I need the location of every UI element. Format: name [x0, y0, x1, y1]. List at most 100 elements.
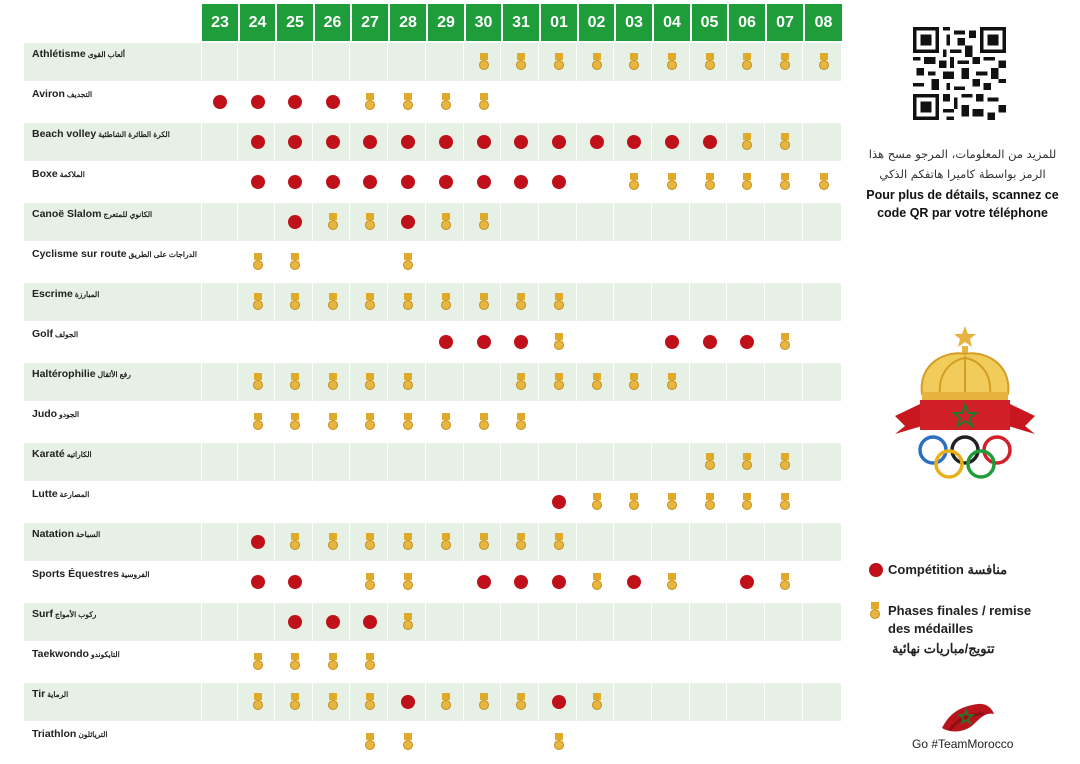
- competition-dot-icon: [702, 335, 717, 349]
- grid-cell: [654, 563, 690, 601]
- grid-cell: [315, 563, 350, 601]
- grid-cell: [466, 283, 501, 321]
- grid-cell: [767, 643, 803, 681]
- grid-cell: [654, 163, 690, 201]
- competition-dot-icon: [740, 575, 754, 589]
- medal-icon: [252, 373, 264, 393]
- grid-cell: [352, 403, 388, 441]
- grid-cell: [240, 323, 275, 361]
- medal-icon: [666, 573, 678, 593]
- sport-name-fr: Athlétisme: [32, 48, 86, 60]
- grid-cell: [541, 123, 577, 161]
- competition-dot-icon: [401, 215, 415, 229]
- grid-cell: [315, 683, 350, 721]
- grid-cell: [315, 483, 350, 521]
- grid-cell: [579, 603, 614, 641]
- sport-name-fr: Boxe: [32, 168, 58, 180]
- qr-fr-line: code QR par votre téléphone: [877, 206, 1048, 220]
- grid-cell: [466, 483, 501, 521]
- sport-name-fr: Taekwondo: [32, 648, 89, 660]
- medal-icon: [704, 173, 716, 193]
- grid-cell: [277, 203, 313, 241]
- grid-cell: [767, 283, 803, 321]
- grid-cell: [729, 243, 765, 281]
- medal-icon: [553, 733, 565, 753]
- moroccan-olympic-committee-logo: [895, 326, 1035, 479]
- grid-cell: [692, 163, 727, 201]
- grid-cell: [579, 83, 614, 121]
- grid-cell: [579, 243, 614, 281]
- sport-name-fr: Surf: [32, 608, 53, 620]
- grid-cell: [428, 123, 464, 161]
- medal-icon: [515, 53, 527, 73]
- grid-cell: [277, 403, 313, 441]
- sport-name-ar: الدراجات على الطريق: [128, 250, 197, 259]
- competition-dot-icon: [288, 175, 302, 189]
- sport-row: [24, 283, 842, 321]
- sport-name-ar: الكاراتيه: [66, 450, 92, 459]
- grid-cell: [767, 403, 803, 441]
- medal-icon: [364, 213, 376, 233]
- grid-cell: [315, 323, 350, 361]
- grid-cell: [616, 683, 652, 721]
- date-header: 23: [202, 4, 238, 41]
- medal-icon: [440, 293, 452, 313]
- competition-dot-icon: [627, 135, 641, 149]
- medal-icon: [478, 93, 490, 113]
- competition-dot-icon: [476, 335, 491, 349]
- sport-name-fr: Canoë Slalom: [32, 208, 102, 220]
- sport-name-fr: Cyclisme sur route: [32, 248, 127, 260]
- sport-name-fr: Tir: [32, 688, 46, 700]
- grid-cell: [654, 123, 690, 161]
- grid-cell: [390, 243, 426, 281]
- grid-cell: [767, 43, 803, 81]
- competition-dot-icon: [740, 335, 754, 349]
- grid-cell: [277, 443, 313, 481]
- sport-label: Surf ركوب الأمواج: [24, 603, 202, 641]
- grid-cell: [315, 243, 350, 281]
- grid-cell: [654, 483, 690, 521]
- medal-icon: [327, 653, 339, 673]
- medal-icon: [666, 493, 678, 513]
- grid-cell: [352, 283, 388, 321]
- sport-label: Boxe الملاكمة: [24, 163, 202, 201]
- grid-cell: [240, 43, 275, 81]
- grid-cell: [654, 403, 690, 441]
- medal-icon: [402, 613, 414, 633]
- grid-cell: [729, 163, 765, 201]
- grid-cell: [390, 563, 426, 601]
- grid-cell: [767, 523, 803, 561]
- grid-cell: [428, 643, 464, 681]
- grid-cell: [805, 363, 842, 401]
- sport-label: Athlétisme ألعاب القوى: [24, 43, 202, 81]
- medal-icon: [289, 693, 301, 713]
- grid-cell: [541, 603, 577, 641]
- grid-cell: [277, 683, 313, 721]
- grid-cell: [466, 723, 501, 761]
- grid-cell: [202, 243, 238, 281]
- grid-cell: [805, 523, 842, 561]
- grid-cell: [616, 323, 652, 361]
- grid-cell: [579, 723, 614, 761]
- grid-cell: [466, 403, 501, 441]
- competition-dot-icon: [250, 175, 265, 189]
- grid-cell: [202, 83, 238, 121]
- grid-cell: [315, 43, 350, 81]
- medal-icon: [704, 453, 716, 473]
- grid-cell: [352, 723, 388, 761]
- grid-cell: [767, 243, 803, 281]
- grid-cell: [805, 83, 842, 121]
- grid-cell: [428, 563, 464, 601]
- grid-cell: [767, 563, 803, 601]
- grid-cell: [805, 603, 842, 641]
- grid-cell: [240, 123, 275, 161]
- grid-cell: [692, 283, 727, 321]
- sport-name-ar: رفع الأثقال: [97, 370, 131, 379]
- label-cell: [24, 403, 202, 441]
- grid-cell: [805, 283, 842, 321]
- medal-icon: [704, 53, 716, 73]
- medal-icon: [364, 293, 376, 313]
- sport-name-ar: الرماية: [47, 690, 69, 699]
- qr-instructions-french: Pour plus de détails, scannez ce code QR…: [850, 186, 1075, 222]
- medal-icon: [289, 533, 301, 553]
